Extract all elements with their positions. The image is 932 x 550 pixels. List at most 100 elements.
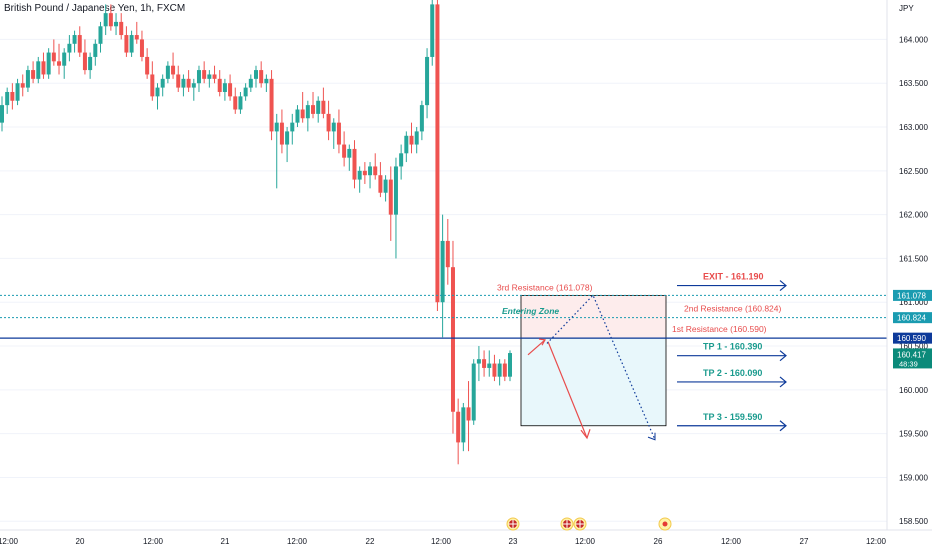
candle-body — [155, 87, 160, 97]
last-price-badge — [893, 348, 932, 369]
candle-body — [269, 78, 274, 132]
candle-body — [425, 56, 430, 106]
uk-flag-icon[interactable] — [506, 517, 520, 531]
candle-body — [362, 170, 367, 176]
candle-body — [15, 83, 20, 101]
candle-body — [171, 65, 176, 75]
uk-flag-icon[interactable] — [573, 517, 587, 531]
uk-flag-icon[interactable] — [560, 517, 574, 531]
up-arrow-head-icon — [538, 338, 546, 346]
time-tick-label: 21 — [221, 537, 230, 546]
candle-body — [233, 96, 238, 110]
exit-target: EXIT - 161.190 — [677, 272, 787, 292]
time-tick-label: 12:00 — [431, 537, 452, 546]
candle-body — [119, 21, 124, 36]
candle-body — [290, 122, 295, 132]
exit-zone-box — [520, 294, 667, 339]
resistance-1-label: 1st Resistance (160.590) — [672, 324, 767, 334]
price-tick-label: 162.500 — [899, 167, 928, 176]
candle-body — [492, 363, 497, 377]
candle-body — [466, 407, 471, 421]
candle-body — [72, 35, 77, 44]
price-tick-label: 161.500 — [899, 254, 928, 263]
exit-arrow-head-icon — [779, 280, 787, 292]
candle-body — [404, 135, 409, 154]
candle-body — [36, 61, 41, 79]
time-tick-label: 12:00 — [287, 537, 308, 546]
tp2-label: TP 2 - 160.090 — [703, 368, 762, 378]
time-tick-label: 12:00 — [721, 537, 742, 546]
time-axis[interactable]: 12:00 20 12:00 21 12:00 22 12:00 23 12:00 26 12:00… — [0, 529, 932, 546]
price-tick-label: 159.500 — [899, 430, 928, 439]
candle-body — [430, 4, 435, 57]
price-tick-label: 160.000 — [899, 386, 928, 395]
candle-body — [207, 74, 212, 79]
price-badges: 161.078 160.824 160.590 160.417 48:39 — [893, 289, 932, 369]
price-axis[interactable]: 164.000 163.500 163.000 162.500 162.000 161.5… — [886, 0, 928, 530]
candle-body — [487, 363, 492, 368]
down-arrow-head-icon — [580, 429, 591, 440]
candle-body — [450, 267, 455, 412]
candle-body — [305, 105, 310, 119]
time-tick-label: 12:00 — [575, 537, 596, 546]
candle-body — [347, 148, 352, 158]
candle-body — [378, 175, 383, 193]
economic-events[interactable] — [506, 517, 672, 531]
candle-body — [202, 70, 207, 79]
tp3-target: TP 3 - 159.590 — [677, 412, 787, 432]
up-arrow-icon — [527, 339, 546, 356]
candle-body — [300, 109, 305, 119]
candle-body — [414, 131, 419, 145]
candle-body — [25, 70, 30, 88]
candle-body — [222, 83, 227, 92]
event-dot-icon[interactable] — [658, 517, 672, 531]
candle-body — [331, 122, 336, 132]
tp3-label: TP 3 - 159.590 — [703, 412, 762, 422]
candle-body — [77, 35, 82, 53]
candle-body — [259, 70, 264, 84]
chart-title: British Pound / Japanese Yen, 1h, FXCM — [4, 3, 186, 14]
dotted-arrow-head-icon — [647, 432, 656, 441]
candle-body — [311, 105, 316, 114]
price-tick-label: 161.000 — [899, 298, 928, 307]
candle-body — [108, 13, 113, 27]
candle-body — [321, 100, 326, 114]
candle-body — [57, 61, 62, 66]
candle-body — [336, 122, 341, 145]
time-tick-label: 12:00 — [866, 537, 887, 546]
candle-body — [435, 4, 440, 303]
candle-body — [5, 91, 10, 106]
candle-body — [482, 359, 487, 368]
time-tick-label: 27 — [800, 537, 809, 546]
resistance-2-badge-text: 160.824 — [897, 314, 926, 323]
resistance-1-badge — [893, 332, 932, 344]
currency-label: JPY — [899, 4, 914, 13]
exit-label: EXIT - 161.190 — [703, 272, 764, 282]
time-tick-label: 26 — [654, 537, 663, 546]
price-tick-label: 160.500 — [899, 342, 928, 351]
candle-body — [191, 83, 196, 88]
tp1-arrow-head-icon — [779, 350, 787, 362]
candle-body — [502, 363, 507, 377]
candle-body — [373, 166, 378, 176]
resistance-3-badge — [893, 289, 932, 301]
candle-body — [176, 74, 181, 88]
time-tick-label: 22 — [366, 537, 375, 546]
price-tick-label: 158.500 — [899, 517, 928, 526]
candle-body — [46, 52, 51, 75]
candle-body — [471, 363, 476, 421]
candle-body — [388, 179, 393, 215]
candle-body — [41, 61, 46, 75]
time-tick-label: 12:00 — [143, 537, 164, 546]
time-tick-label: 23 — [509, 537, 518, 546]
candle-body — [285, 131, 290, 145]
candle-body — [160, 78, 165, 88]
candle-body — [88, 56, 93, 71]
candle-body — [228, 83, 233, 97]
candle-body — [165, 65, 170, 79]
resistance-2-label: 2nd Resistance (160.824) — [684, 304, 782, 314]
resistance-3-label: 3rd Resistance (161.078) — [497, 282, 593, 292]
candle-body — [279, 122, 284, 145]
candle-body — [181, 78, 186, 88]
